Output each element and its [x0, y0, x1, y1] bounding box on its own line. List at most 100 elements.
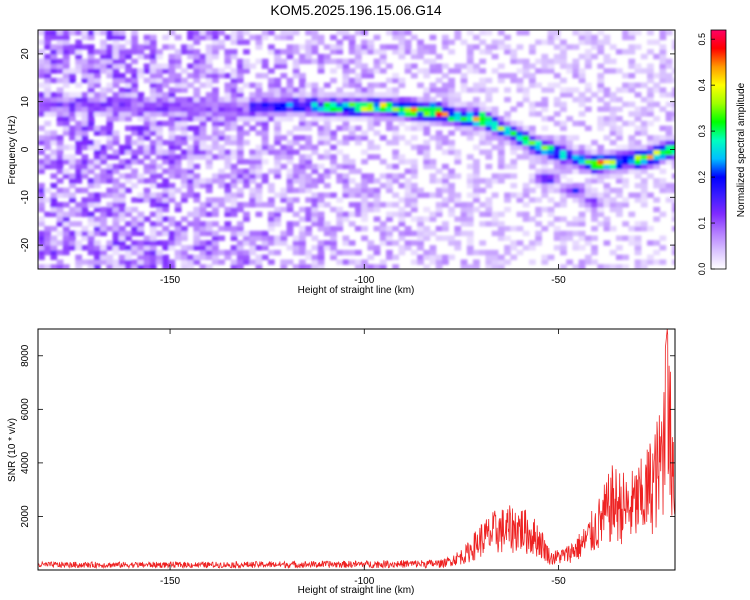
spectrogram-cell — [44, 245, 52, 251]
spectrogram-cell — [653, 249, 661, 256]
spectrogram-cell — [236, 173, 244, 179]
spectrogram-cell — [199, 264, 207, 269]
spectrogram-cell — [137, 96, 145, 103]
spectrogram-cell — [448, 173, 455, 179]
spectrogram-cell — [647, 101, 654, 108]
spectrogram-cell — [553, 53, 561, 60]
spectrogram-cell — [38, 125, 45, 131]
spectrogram-cell — [435, 139, 443, 146]
spectrogram-cell — [280, 58, 288, 65]
spectrogram-cell — [348, 192, 356, 198]
spectrogram-cell — [615, 154, 623, 160]
spectrogram-cell — [286, 187, 294, 194]
spectrogram-cell — [615, 163, 623, 170]
spectrogram-cell — [286, 144, 294, 151]
spectrogram-cell — [149, 87, 157, 93]
spectrogram-cell — [243, 111, 250, 117]
spectrogram-cell — [168, 116, 176, 122]
spectrogram-cell — [504, 245, 511, 251]
spectrogram-cell — [118, 211, 126, 218]
spectrogram-cell — [560, 120, 567, 127]
spectrogram-cell — [634, 130, 642, 136]
spectrogram-cell — [149, 49, 157, 55]
spectrogram-cell — [93, 111, 101, 117]
spectrogram-cell — [379, 202, 387, 208]
spectrogram-cell — [615, 206, 623, 213]
spectrogram-cell — [566, 168, 574, 174]
spectrogram-cell — [286, 44, 294, 50]
spectrogram-cell — [106, 120, 114, 127]
spectrogram-cell — [510, 77, 518, 84]
spectrogram-cell — [584, 82, 592, 88]
spectrogram-cell — [156, 149, 163, 155]
spectrogram-cell — [93, 68, 101, 74]
spectrogram-cell — [361, 101, 368, 108]
spectrogram-cell — [305, 44, 313, 50]
spectrogram-cell — [398, 53, 406, 60]
spectrogram-cell — [336, 96, 344, 103]
spectrogram-cell — [504, 111, 511, 117]
spectrogram-cell — [615, 49, 623, 55]
spectrogram-cell — [81, 30, 89, 36]
spectrogram-cell — [348, 58, 356, 65]
spectrogram-cell — [330, 225, 337, 232]
spectrogram-cell — [553, 225, 561, 232]
spectrogram-cell — [547, 182, 555, 189]
spectrogram-cell — [299, 111, 306, 117]
spectrogram-cell — [317, 163, 325, 170]
spectrogram-cell — [647, 39, 654, 45]
spectrogram-cell — [174, 159, 182, 165]
spectrogram-cell — [69, 96, 76, 103]
spectrogram-cell — [236, 39, 244, 45]
spectrogram-cell — [137, 73, 145, 79]
spectrogram-cell — [479, 111, 487, 117]
spectrogram-cell — [354, 264, 362, 269]
spectrogram-cell — [224, 120, 232, 127]
spectrogram-cell — [205, 178, 213, 184]
spectrogram-cell — [230, 49, 238, 55]
y-tick-label: 2000 — [20, 505, 31, 528]
spectrogram-cell — [379, 116, 387, 122]
spectrogram-cell — [541, 63, 549, 69]
spectrogram-cell — [348, 82, 356, 88]
spectrogram-cell — [187, 49, 194, 55]
spectrogram-cell — [417, 187, 424, 194]
spectrogram-cell — [479, 106, 487, 112]
spectrogram-cell — [75, 49, 83, 55]
spectrogram-cell — [485, 87, 493, 93]
spectrogram-cell — [647, 106, 654, 112]
spectrogram-cell — [131, 92, 139, 98]
spectrogram-cell — [665, 159, 673, 165]
spectrogram-cell — [628, 235, 636, 241]
spectrogram-cell — [510, 163, 518, 170]
spectrogram-cell — [292, 249, 300, 256]
spectrogram-cell — [243, 39, 250, 45]
spectrogram-cell — [311, 264, 319, 269]
spectrogram-cell — [44, 249, 52, 256]
spectrogram-cell — [44, 87, 52, 93]
spectrogram-cell — [342, 58, 350, 65]
spectrogram-cell — [236, 106, 244, 112]
spectrogram-cell — [342, 249, 350, 256]
spectrogram-cell — [143, 34, 151, 41]
spectrogram-cell — [193, 245, 201, 251]
spectrogram-cell — [386, 139, 393, 146]
spectrogram-cell — [653, 101, 661, 108]
spectrogram-cell — [317, 245, 325, 251]
spectrogram-cell — [547, 211, 555, 218]
spectrogram-cell — [659, 159, 667, 165]
spectrogram-cell — [628, 225, 636, 232]
spectrogram-cell — [603, 154, 611, 160]
spectrogram-cell — [205, 221, 213, 227]
spectrogram-cell — [510, 120, 518, 127]
spectrogram-cell — [342, 159, 350, 165]
spectrogram-cell — [584, 259, 592, 265]
spectrogram-cell — [261, 34, 269, 41]
spectrogram-cell — [280, 73, 288, 79]
spectrogram-cell — [373, 82, 381, 88]
spectrogram-cell — [628, 82, 636, 88]
spectrogram-cell — [354, 225, 362, 232]
spectrogram-cell — [535, 182, 542, 189]
spectrogram-cell — [230, 73, 238, 79]
spectrogram-cell — [441, 82, 449, 88]
